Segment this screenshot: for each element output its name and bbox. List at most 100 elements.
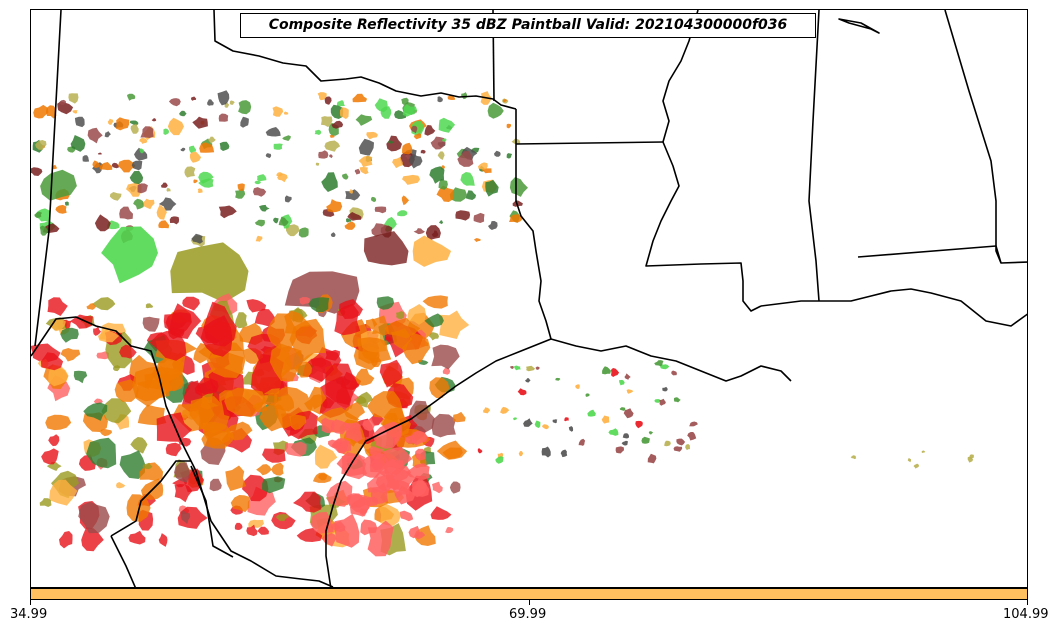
reflectivity-blob: [969, 454, 974, 460]
reflectivity-blob: [184, 166, 196, 178]
reflectivity-blob: [457, 151, 474, 167]
colorbar-tick: [30, 600, 31, 605]
reflectivity-blob: [509, 214, 523, 223]
reflectivity-blob: [355, 368, 375, 386]
reflectivity-blob: [374, 206, 387, 214]
reflectivity-blob: [217, 90, 230, 106]
reflectivity-blob: [662, 386, 668, 392]
reflectivity-blob: [523, 418, 533, 427]
reflectivity-blob: [35, 140, 47, 150]
reflectivity-blob: [336, 100, 345, 107]
reflectivity-blob: [913, 463, 920, 469]
reflectivity-blob: [326, 480, 353, 507]
reflectivity-blob: [552, 419, 558, 424]
reflectivity-blob: [198, 171, 214, 184]
reflectivity-blob: [39, 225, 48, 236]
reflectivity-blob: [478, 162, 488, 170]
reflectivity-blob: [78, 501, 110, 534]
reflectivity-blob: [921, 450, 926, 453]
reflectivity-blob: [93, 326, 102, 336]
reflectivity-blob: [635, 420, 643, 429]
reflectivity-blob: [168, 303, 202, 339]
reflectivity-blob: [49, 479, 78, 506]
reflectivity-blob: [52, 164, 57, 170]
reflectivity-blob: [256, 464, 272, 476]
reflectivity-blob: [252, 187, 267, 197]
reflectivity-blob: [345, 189, 361, 201]
reflectivity-blob: [619, 407, 626, 411]
reflectivity-blob: [438, 117, 456, 133]
reflectivity-blob: [329, 154, 333, 159]
reflectivity-blob: [495, 456, 504, 464]
reflectivity-blob: [626, 389, 634, 394]
reflectivity-blob: [165, 442, 182, 457]
reflectivity-blob: [325, 349, 340, 361]
reflectivity-blob: [622, 433, 629, 439]
reflectivity-blob: [265, 153, 272, 159]
reflectivity-blob: [156, 204, 167, 220]
reflectivity-blob: [170, 242, 249, 303]
reflectivity-blob: [289, 318, 326, 363]
reflectivity-blob: [275, 514, 289, 522]
reflectivity-blob: [460, 172, 475, 186]
reflectivity-blob: [130, 123, 139, 134]
reflectivity-blob: [685, 444, 690, 451]
reflectivity-blob: [314, 129, 322, 135]
reflectivity-blob: [139, 137, 148, 144]
reflectivity-blob: [430, 136, 446, 150]
reflectivity-blob: [92, 160, 100, 168]
reflectivity-blob: [483, 407, 491, 414]
reflectivity-blob: [366, 131, 378, 140]
reflectivity-blob: [344, 221, 356, 230]
reflectivity-blob: [33, 104, 49, 119]
reflectivity-blob: [689, 421, 698, 427]
reflectivity-blob: [139, 148, 145, 154]
reflectivity-blob: [273, 217, 279, 224]
reflectivity-blob: [659, 398, 666, 406]
reflectivity-blob: [237, 183, 245, 191]
reflectivity-blob: [296, 528, 323, 542]
reflectivity-blob: [317, 92, 327, 101]
reflectivity-blob: [379, 359, 403, 388]
reflectivity-blob: [59, 531, 73, 549]
reflectivity-blob: [354, 168, 361, 175]
reflectivity-blob: [72, 110, 78, 114]
mexico-state-line-2: [110, 535, 137, 587]
reflectivity-blob: [430, 506, 452, 520]
mexico-state-line-3: [190, 465, 234, 558]
reflectivity-blob: [358, 138, 374, 156]
reflectivity-blob: [318, 150, 329, 159]
reflectivity-blob: [438, 178, 448, 190]
map-title: Composite Reflectivity 35 dBZ Paintball …: [240, 13, 816, 38]
reflectivity-blob: [74, 116, 85, 128]
reflectivity-blob: [271, 462, 284, 476]
reflectivity-blob: [392, 156, 403, 169]
reflectivity-blob: [242, 474, 269, 502]
reflectivity-blob: [92, 162, 104, 174]
reflectivity-blob: [371, 196, 377, 203]
reflectivity-blob: [129, 170, 144, 185]
reflectivity-blob: [167, 117, 184, 136]
reflectivity-blob: [330, 232, 336, 237]
reflectivity-blob: [542, 424, 549, 430]
reflectivity-blob: [116, 482, 126, 489]
reflectivity-blob: [180, 510, 191, 524]
reflectivity-blob: [408, 154, 423, 169]
reflectivity-blob: [664, 440, 671, 447]
reflectivity-blob: [41, 448, 59, 465]
reflectivity-blob: [431, 344, 460, 370]
reflectivity-blob: [623, 408, 634, 419]
reflectivity-blob: [158, 197, 177, 211]
reflectivity-blob: [641, 436, 650, 444]
map-panel: [30, 9, 1028, 588]
mexico-state-line-1: [110, 460, 191, 537]
reflectivity-blob: [424, 125, 436, 136]
reflectivity-blob: [386, 135, 402, 152]
reflectivity-blob: [411, 125, 418, 134]
reflectivity-blob: [374, 98, 388, 113]
reflectivity-blob: [34, 211, 42, 218]
reflectivity-blob: [362, 417, 375, 431]
rio-grande-border: [31, 316, 334, 587]
reflectivity-blob: [208, 136, 216, 144]
reflectivity-blob: [97, 152, 102, 155]
